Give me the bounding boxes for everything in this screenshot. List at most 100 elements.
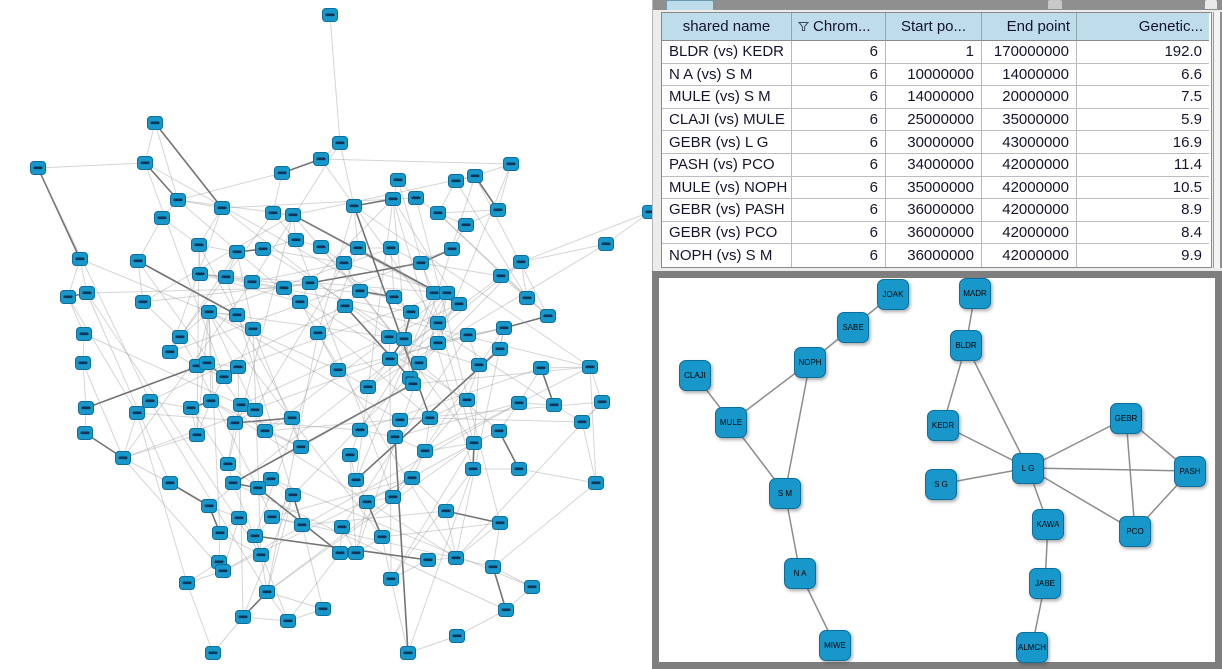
tab-fragment[interactable] <box>666 0 714 10</box>
network-node[interactable] <box>642 205 658 219</box>
network-node[interactable] <box>387 430 403 444</box>
network-node[interactable] <box>490 203 506 217</box>
network-node[interactable] <box>594 395 610 409</box>
network-node[interactable] <box>582 360 598 374</box>
network-node[interactable] <box>359 495 375 509</box>
network-node[interactable] <box>313 152 329 166</box>
network-node[interactable] <box>135 295 151 309</box>
table-row[interactable]: CLAJI (vs) MULE 6 25000000 35000000 5.9 <box>662 108 1211 132</box>
network-node[interactable] <box>265 206 281 220</box>
table-row[interactable]: N A (vs) S M 6 10000000 14000000 6.6 <box>662 63 1211 87</box>
network-node[interactable] <box>485 560 501 574</box>
network-node[interactable] <box>244 275 260 289</box>
table-cell[interactable]: BLDR (vs) KEDR <box>662 41 792 64</box>
network-node[interactable] <box>524 580 540 594</box>
network-node[interactable] <box>72 252 88 266</box>
network-node[interactable] <box>466 436 482 450</box>
table-cell[interactable]: 34000000 <box>886 153 982 177</box>
network-node[interactable] <box>467 169 483 183</box>
network-node[interactable] <box>137 156 153 170</box>
network-node[interactable] <box>170 193 186 207</box>
table-cell[interactable]: 14000000 <box>982 63 1077 87</box>
network-node-KEDR[interactable]: KEDR <box>927 409 959 441</box>
table-cell[interactable]: 42000000 <box>982 153 1077 177</box>
network-node[interactable] <box>382 352 398 366</box>
network-node[interactable] <box>129 406 145 420</box>
table-cell[interactable]: MULE (vs) NOPH <box>662 176 792 200</box>
network-node[interactable] <box>511 396 527 410</box>
network-node[interactable] <box>513 255 529 269</box>
network-node[interactable] <box>598 237 614 251</box>
network-node[interactable] <box>302 276 318 290</box>
network-node[interactable] <box>60 290 76 304</box>
table-row[interactable]: GEBR (vs) PASH 6 36000000 42000000 8.9 <box>662 199 1211 222</box>
table-cell[interactable]: GEBR (vs) PASH <box>662 199 792 222</box>
network-node-GEBR[interactable]: GEBR <box>1110 402 1142 434</box>
table-cell[interactable]: CLAJI (vs) MULE <box>662 108 792 132</box>
network-node[interactable] <box>350 241 366 255</box>
network-node[interactable] <box>404 471 420 485</box>
network-node[interactable] <box>227 416 243 430</box>
table-cell[interactable]: 6 <box>792 176 886 200</box>
column-header-start-po---[interactable]: Start po... <box>886 13 982 41</box>
table-cell[interactable]: 6 <box>792 63 886 87</box>
network-node[interactable] <box>574 415 590 429</box>
table-cell[interactable]: 36000000 <box>886 244 982 267</box>
network-node[interactable] <box>288 233 304 247</box>
network-node[interactable] <box>493 269 509 283</box>
network-node[interactable] <box>496 321 512 335</box>
table-cell[interactable]: GEBR (vs) L G <box>662 131 792 154</box>
table-cell[interactable]: 10000000 <box>886 63 982 87</box>
network-node[interactable] <box>405 377 421 391</box>
network-node[interactable] <box>203 394 219 408</box>
network-node-MULE[interactable]: MULE <box>715 406 747 438</box>
network-node[interactable] <box>142 394 158 408</box>
table-cell[interactable]: 170000000 <box>982 41 1077 64</box>
table-scrollbar-track[interactable] <box>1213 12 1222 268</box>
network-node[interactable] <box>162 345 178 359</box>
network-node[interactable] <box>413 256 429 270</box>
network-node[interactable] <box>430 206 446 220</box>
network-node[interactable] <box>381 330 397 344</box>
network-node[interactable] <box>231 511 247 525</box>
network-node-BLDR[interactable]: BLDR <box>950 329 982 361</box>
network-node[interactable] <box>115 451 131 465</box>
network-node[interactable] <box>274 166 290 180</box>
network-node[interactable] <box>235 610 251 624</box>
network-node[interactable] <box>233 398 249 412</box>
table-cell[interactable]: 6 <box>792 153 886 177</box>
network-node[interactable] <box>451 297 467 311</box>
network-node[interactable] <box>346 199 362 213</box>
network-node[interactable] <box>332 546 348 560</box>
table-row[interactable]: BLDR (vs) KEDR 6 1 170000000 192.0 <box>662 41 1211 64</box>
network-node[interactable] <box>422 411 438 425</box>
table-cell[interactable]: 6 <box>792 41 886 64</box>
table-cell[interactable]: N A (vs) S M <box>662 63 792 87</box>
network-node[interactable] <box>285 488 301 502</box>
table-cell[interactable]: 43000000 <box>982 131 1077 154</box>
network-node[interactable] <box>77 426 93 440</box>
network-node[interactable] <box>519 291 535 305</box>
network-node[interactable] <box>154 211 170 225</box>
network-node[interactable] <box>492 342 508 356</box>
network-node[interactable] <box>264 510 280 524</box>
network-node[interactable] <box>189 428 205 442</box>
network-node[interactable] <box>230 360 246 374</box>
network-node[interactable] <box>540 309 556 323</box>
table-cell[interactable]: 35000000 <box>886 176 982 200</box>
network-node[interactable] <box>511 462 527 476</box>
network-node[interactable] <box>498 603 514 617</box>
table-row[interactable]: PASH (vs) PCO 6 34000000 42000000 11.4 <box>662 153 1211 177</box>
network-node[interactable] <box>247 403 263 417</box>
table-cell[interactable]: 42000000 <box>982 221 1077 245</box>
network-node[interactable] <box>147 116 163 130</box>
table-cell[interactable]: 6 <box>792 131 886 154</box>
network-node[interactable] <box>546 398 562 412</box>
network-node[interactable] <box>448 551 464 565</box>
network-node[interactable] <box>214 201 230 215</box>
network-node[interactable] <box>448 174 464 188</box>
network-node[interactable] <box>334 520 350 534</box>
network-node[interactable] <box>263 472 279 486</box>
network-node-MIWE[interactable]: MIWE <box>819 629 851 661</box>
table-cell[interactable]: NOPH (vs) S M <box>662 244 792 267</box>
